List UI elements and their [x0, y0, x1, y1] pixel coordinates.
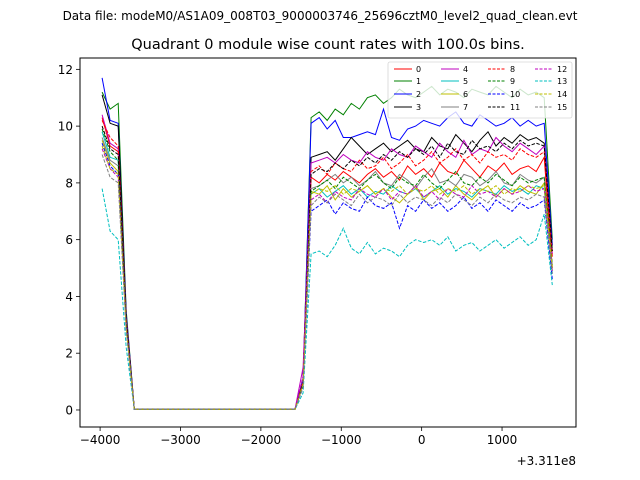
- legend-entry-14: 14: [535, 90, 567, 99]
- x-tick-label: −1000: [321, 433, 362, 447]
- legend-entry-13: 13: [535, 77, 567, 86]
- x-offset-label: +3.311e8: [517, 454, 576, 468]
- legend-entry-9: 9: [488, 77, 515, 86]
- legend-entry-12: 12: [535, 65, 567, 74]
- y-tick-label: 10: [58, 120, 73, 134]
- legend-entry-4: 4: [441, 65, 468, 74]
- y-tick-label: 0: [65, 403, 73, 417]
- legend-label: 11: [510, 103, 520, 112]
- legend-label: 14: [557, 90, 567, 99]
- legend-entry-8: 8: [488, 65, 515, 74]
- x-tick-label: −4000: [80, 433, 121, 447]
- series-line-15: [101, 154, 553, 410]
- y-tick-label: 8: [65, 176, 73, 190]
- plot-frame: [79, 57, 577, 428]
- y-tick-label: 4: [65, 290, 73, 304]
- x-tick-label: −3000: [160, 433, 201, 447]
- legend-label: 12: [557, 65, 567, 74]
- legend-label: 4: [463, 65, 468, 74]
- y-tick-label: 6: [65, 233, 73, 247]
- series-layer: [101, 77, 553, 410]
- legend-label: 6: [463, 90, 468, 99]
- y-tick-label: 2: [65, 347, 73, 361]
- legend-entry-1: 1: [394, 77, 421, 86]
- legend-label: 8: [510, 65, 515, 74]
- legend-entry-3: 3: [394, 103, 421, 112]
- x-tick-label: 1000: [487, 433, 518, 447]
- legend-label: 13: [557, 77, 567, 86]
- legend-entry-7: 7: [441, 103, 468, 112]
- legend-label: 7: [463, 103, 468, 112]
- legend-label: 3: [416, 103, 421, 112]
- legend-label: 10: [510, 90, 520, 99]
- legend-entry-6: 6: [441, 90, 468, 99]
- legend-entry-10: 10: [488, 90, 520, 99]
- legend-entry-15: 15: [535, 103, 567, 112]
- legend-label: 15: [557, 103, 567, 112]
- legend-label: 2: [416, 90, 421, 99]
- legend-label: 1: [416, 77, 421, 86]
- legend-label: 9: [510, 77, 515, 86]
- data-file-header: Data file: modeM0/AS1A09_008T03_90000037…: [63, 9, 578, 23]
- legend-box: [387, 61, 573, 119]
- legend-label: 5: [463, 77, 468, 86]
- legend-entry-5: 5: [441, 77, 468, 86]
- x-tick-label: 0: [418, 433, 426, 447]
- legend-entry-2: 2: [394, 90, 421, 99]
- y-tick-label: 12: [58, 63, 73, 77]
- legend-entry-11: 11: [488, 103, 520, 112]
- chart-title: Quadrant 0 module wise count rates with …: [131, 37, 525, 53]
- legend-label: 0: [416, 65, 421, 74]
- x-tick-label: −2000: [241, 433, 282, 447]
- legend-entry-0: 0: [394, 65, 421, 74]
